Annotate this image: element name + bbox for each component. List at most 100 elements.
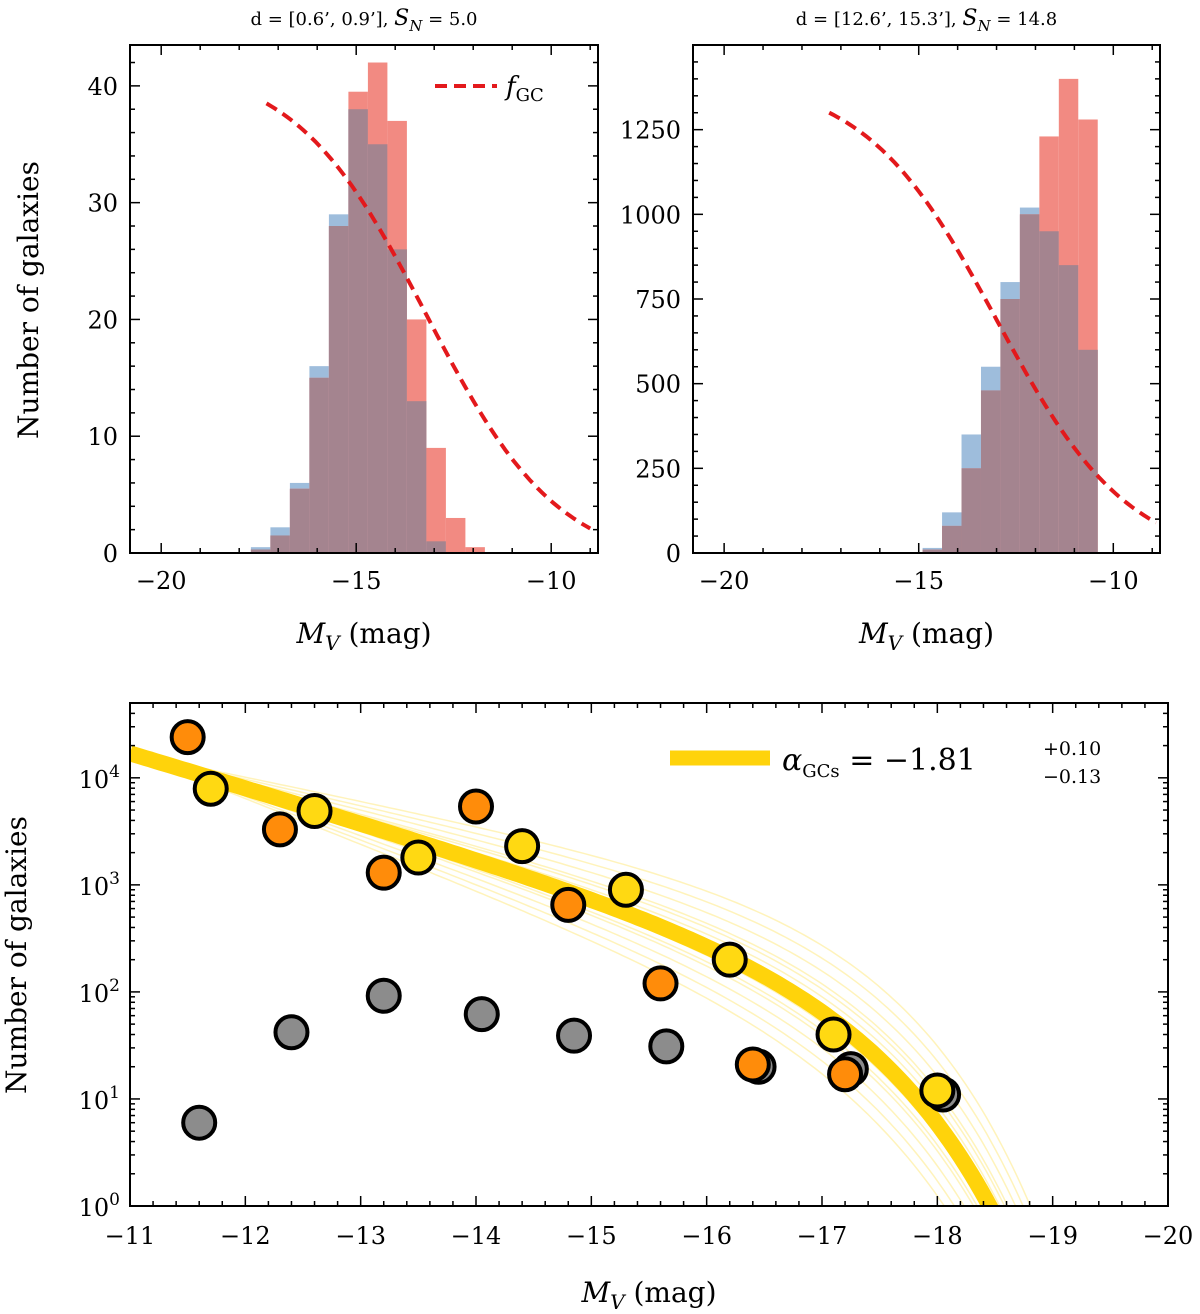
- x-tick-label: −10: [1088, 567, 1139, 595]
- hist-panel-1: −20 −15 −10 0 250 500 750 1000 1250 d = [12.6’, 1…: [620, 6, 1161, 655]
- point-orange: [642, 965, 679, 1002]
- point-gray: [556, 1017, 593, 1054]
- point-orange: [261, 811, 298, 848]
- bar-overlap: [387, 249, 407, 554]
- axes-frame: [129, 44, 599, 554]
- y-tick-label: 1250: [620, 117, 681, 145]
- x-tick-label: −16: [681, 1222, 732, 1250]
- bar-overlap: [980, 390, 1001, 553]
- bar-overlap: [1058, 265, 1079, 553]
- fit-draw: [130, 752, 979, 1206]
- fit-draw: [130, 752, 1017, 1206]
- bar-overlap: [328, 226, 349, 554]
- x-tick-label: −19: [1027, 1222, 1078, 1250]
- x-tick-label: −20: [699, 567, 750, 595]
- y-tick-label: 40: [87, 73, 118, 101]
- bar-overlap: [1000, 299, 1020, 553]
- point-gray: [463, 996, 500, 1033]
- fit-draw: [130, 752, 984, 1206]
- x-tick-label: −15: [331, 567, 382, 595]
- bar-overlap: [942, 525, 962, 553]
- legend-minus: −0.13: [1043, 766, 1101, 788]
- y-tick-label: 10: [87, 423, 118, 451]
- x-tick-label: −11: [105, 1222, 156, 1250]
- fgc-curve: [828, 110, 1158, 525]
- bar-overlap: [289, 488, 310, 553]
- legend: fGC: [435, 72, 544, 106]
- y-axis-title: Number of galaxies: [12, 161, 45, 439]
- point-gray: [273, 1014, 310, 1051]
- bar-overlap: [250, 549, 271, 553]
- point-orange: [734, 1046, 771, 1083]
- y-tick-label: 30: [87, 190, 118, 218]
- point-yellow: [504, 828, 541, 865]
- legend-label: αGCs = −1.81: [782, 743, 976, 782]
- x-tick-label: −17: [797, 1222, 848, 1250]
- bar-overlap: [367, 144, 388, 553]
- x-tick-label: −20: [136, 567, 187, 595]
- x-tick-label: −15: [566, 1222, 617, 1250]
- point-yellow: [815, 1016, 852, 1053]
- y-tick-label: 103: [79, 869, 120, 901]
- x-tick-label: −20: [1143, 1222, 1194, 1250]
- x-tick-label: −18: [912, 1222, 963, 1250]
- x-tick-label: −12: [220, 1222, 271, 1250]
- y-tick-label: 250: [635, 455, 681, 483]
- x-tick-label: −10: [526, 567, 577, 595]
- bar-overlap: [348, 109, 368, 553]
- bar-red: [445, 517, 466, 553]
- bar-overlap: [426, 541, 446, 553]
- scatter-panel: −11 −12 −13 −14 −15 −16 −17 −18 −19 −20 100 101 102 1…: [0, 702, 1194, 1314]
- point-orange: [550, 886, 587, 923]
- x-axis-title: MV (mag): [295, 617, 431, 655]
- bar-overlap: [961, 468, 981, 553]
- legend-label: fGC: [504, 72, 544, 106]
- x-axis-title: MV (mag): [858, 617, 994, 655]
- x-axis-title: MV (mag): [580, 1276, 716, 1314]
- fit-draw: [130, 752, 975, 1206]
- bar-overlap: [1019, 214, 1040, 554]
- axes-frame: [129, 702, 1169, 1207]
- y-tick-label: 0: [103, 540, 118, 568]
- y-tick-label: 20: [87, 306, 118, 334]
- fit-draw: [130, 752, 966, 1206]
- fit-draw: [130, 752, 1024, 1206]
- point-orange: [169, 719, 206, 756]
- point-yellow: [919, 1072, 956, 1109]
- bar-overlap: [270, 535, 290, 553]
- point-orange: [827, 1056, 864, 1093]
- y-tick-label: 1000: [620, 201, 681, 229]
- point-yellow: [296, 792, 333, 829]
- fit-draw: [130, 752, 1032, 1206]
- x-tick-label: −14: [451, 1222, 502, 1250]
- fit-draw: [130, 752, 956, 1206]
- point-yellow: [607, 871, 644, 908]
- point-yellow: [400, 839, 437, 876]
- y-axis-title: Number of galaxies: [0, 816, 33, 1094]
- legend-plus: +0.10: [1043, 738, 1101, 760]
- y-tick-label: 104: [79, 762, 120, 794]
- bar-red: [465, 547, 485, 553]
- y-tick-label: 750: [635, 286, 681, 314]
- x-tick-label: −13: [335, 1222, 386, 1250]
- fit-draw: [130, 752, 946, 1206]
- point-yellow: [192, 770, 229, 807]
- panel-title: d = [0.6’, 0.9’], SN = 5.0: [250, 6, 477, 35]
- point-yellow: [711, 941, 748, 978]
- bar-overlap: [922, 549, 943, 553]
- y-tick-label: 500: [635, 371, 681, 399]
- y-tick-label: 102: [79, 976, 120, 1008]
- y-tick-label: 101: [79, 1083, 120, 1115]
- y-tick-label: 0: [666, 540, 681, 568]
- y-tick-label: 100: [79, 1190, 120, 1222]
- point-orange: [458, 788, 494, 825]
- bar-red: [426, 447, 446, 553]
- x-tick-label: −15: [893, 567, 944, 595]
- bar-overlap: [1078, 349, 1098, 553]
- legend: αGCs = −1.81 +0.10 −0.13: [670, 738, 1101, 788]
- point-gray: [648, 1028, 685, 1065]
- hist-panel-0: −20 −15 −10 0 10 20 30 40 d = [0.6’, 0.9’], SN =…: [87, 6, 599, 655]
- panel-title: d = [12.6’, 15.3’], SN = 14.8: [796, 6, 1057, 35]
- point-gray: [365, 977, 402, 1014]
